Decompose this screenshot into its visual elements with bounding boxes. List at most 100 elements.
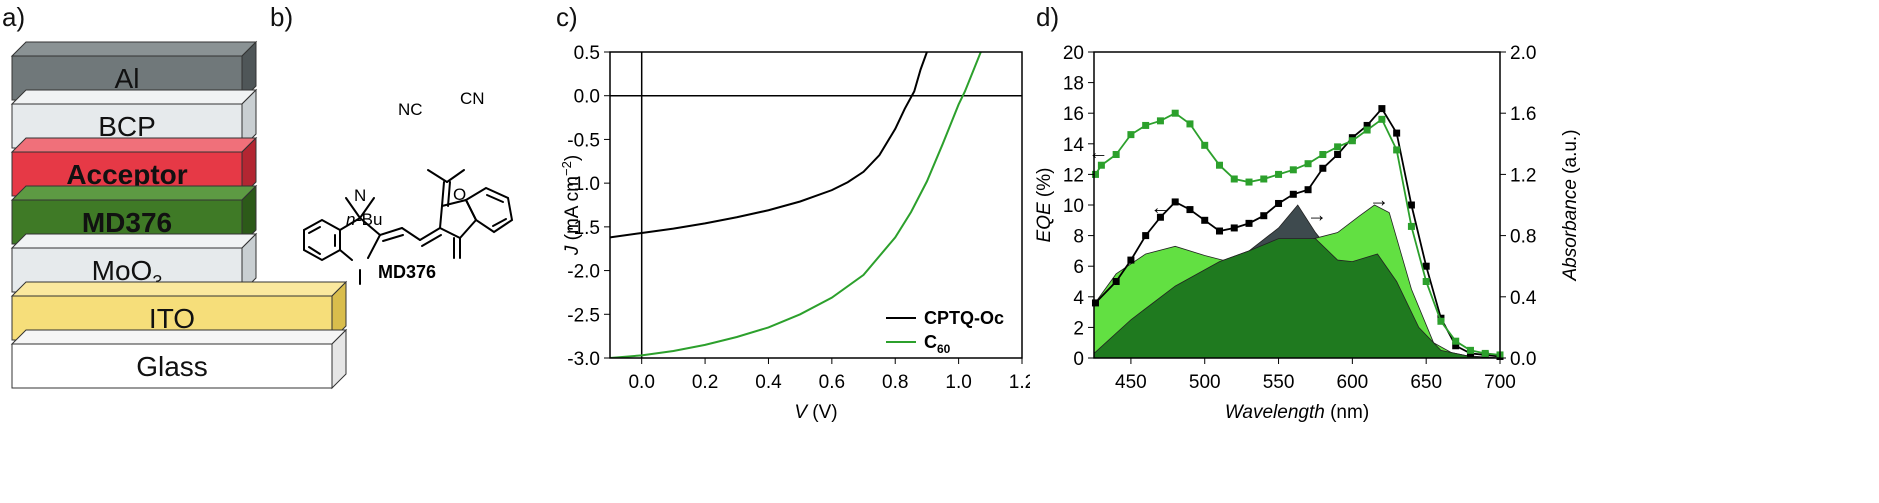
y-tick-label: 12 xyxy=(1063,165,1084,186)
device-stack-diagram: AlBCPAcceptorMD376MoO3ITOGlass xyxy=(10,40,348,390)
y2-axis-label: Absorbance (a.u.) xyxy=(1560,129,1581,281)
eqe-data-point xyxy=(1245,178,1253,186)
panel-label-d: d) xyxy=(1036,2,1060,32)
y-tick-label: 2 xyxy=(1073,318,1084,339)
y-tick-label: 6 xyxy=(1073,257,1084,278)
eqe-data-point xyxy=(1437,317,1445,325)
eqe-data-point xyxy=(1334,143,1342,151)
md376-molecule-structure: NC CN O N n -Bu MD376 xyxy=(303,89,514,285)
y-axis-label: J (mA cm−2) xyxy=(560,155,583,256)
legend-label: C60 xyxy=(924,332,951,356)
layer-al: Al xyxy=(10,40,258,102)
eqe-data-point xyxy=(1393,146,1401,154)
absorbance-area-2 xyxy=(1094,238,1500,358)
eqe-data-point xyxy=(1363,126,1371,134)
layer-top-face xyxy=(10,41,258,57)
layer-top-face xyxy=(10,233,258,249)
eqe-data-point xyxy=(1127,131,1135,139)
layer-label: Glass xyxy=(136,351,208,382)
layer-label: Al xyxy=(115,63,140,94)
x-tick-label: 650 xyxy=(1410,372,1442,393)
y-tick-label: -1.5 xyxy=(567,218,600,239)
y-tick-label: 0 xyxy=(1073,349,1084,370)
eqe-data-point xyxy=(1466,346,1474,354)
eqe-data-point xyxy=(1275,199,1283,207)
eqe-data-point xyxy=(1171,109,1179,117)
y-tick-label: -0.5 xyxy=(567,130,600,151)
direction-arrow-annotation: ← xyxy=(1088,142,1108,164)
x-tick-label: 0.4 xyxy=(755,372,782,393)
eqe-data-point xyxy=(1171,198,1179,206)
eqe-data-point xyxy=(1186,206,1194,214)
eqe-data-point xyxy=(1245,219,1253,227)
eqe-data-point xyxy=(1422,278,1430,285)
molecule-name: MD376 xyxy=(378,262,436,282)
direction-arrow-annotation: ← xyxy=(1150,197,1170,219)
direction-arrow-annotation: → xyxy=(1307,205,1327,227)
y2-tick-label: 0.4 xyxy=(1510,288,1537,309)
eqe-data-point xyxy=(1481,349,1489,357)
y-tick-label: -1.0 xyxy=(567,174,600,195)
eqe-data-point xyxy=(1304,160,1312,168)
eqe-data-point xyxy=(1289,190,1297,198)
eqe-data-point xyxy=(1260,212,1268,220)
eqe-data-point xyxy=(1407,222,1415,230)
eqe-data-point xyxy=(1230,224,1238,232)
y2-tick-label: 0.0 xyxy=(1510,349,1536,370)
y-tick-label: -2.5 xyxy=(567,305,600,326)
eqe-data-point xyxy=(1097,161,1105,169)
eqe-data-point xyxy=(1304,186,1312,194)
x-tick-label: 700 xyxy=(1484,372,1516,393)
eqe-data-point xyxy=(1275,170,1283,178)
x-tick-label: 0.8 xyxy=(882,372,908,393)
butyl-prefix: n xyxy=(346,210,355,229)
x-tick-label: 1.0 xyxy=(945,372,971,393)
eqe-data-point xyxy=(1289,166,1297,174)
panel-label-c: c) xyxy=(556,2,578,32)
eqe-data-point xyxy=(1363,121,1371,129)
y2-tick-label: 2.0 xyxy=(1510,43,1536,64)
y2-tick-label: 1.6 xyxy=(1510,104,1536,125)
eqe-data-point xyxy=(1348,137,1356,145)
eqe-data-point xyxy=(1112,278,1120,285)
layer-front-face xyxy=(11,343,333,389)
eqe-data-point xyxy=(1091,299,1099,307)
eqe-data-point xyxy=(1127,256,1135,264)
y-tick-label: 0.5 xyxy=(574,43,600,64)
y-tick-label: 10 xyxy=(1063,196,1084,217)
legend-label: CPTQ-Oc xyxy=(924,308,1004,328)
layer-label: ITO xyxy=(149,303,195,334)
eqe-data-point xyxy=(1186,120,1194,128)
eqe-data-point xyxy=(1156,117,1164,125)
cn-label: CN xyxy=(460,89,485,108)
y-tick-label: 4 xyxy=(1073,288,1084,309)
y-tick-label: 14 xyxy=(1063,135,1085,156)
layer-glass: Glass xyxy=(10,328,348,390)
eqe-series-line-0 xyxy=(1094,107,1500,358)
eqe-absorbance-chart: 450 500 550 600 650 700 0 2 4 6 8 10 12 14 16 18 20 0.0 0.… xyxy=(1036,43,1581,423)
y-axis-label: EQE (%) xyxy=(1036,168,1055,243)
eqe-data-point xyxy=(1142,121,1150,129)
y2-tick-label: 0.8 xyxy=(1510,227,1536,248)
x-tick-label: 1.2 xyxy=(1009,372,1030,393)
eqe-data-point xyxy=(1230,175,1238,183)
x-tick-label: 0.2 xyxy=(692,372,718,393)
eqe-data-point xyxy=(1393,129,1401,137)
x-tick-label: 550 xyxy=(1263,372,1295,393)
y-tick-label: -2.0 xyxy=(567,262,600,283)
nc-label: NC xyxy=(398,100,423,119)
layer-top-face xyxy=(10,185,258,201)
x-tick-label: 450 xyxy=(1115,372,1147,393)
oxygen-label: O xyxy=(453,185,466,204)
eqe-data-point xyxy=(1407,201,1415,209)
x-tick-label: 600 xyxy=(1337,372,1369,393)
layer-label: MD376 xyxy=(82,207,172,238)
x-axis-label: V (V) xyxy=(794,402,837,423)
x-axis-label: Wavelength (nm) xyxy=(1225,402,1369,423)
nitrogen-label: N xyxy=(354,186,366,205)
eqe-data-point xyxy=(1260,175,1268,183)
eqe-data-point xyxy=(1378,105,1386,113)
panel-label-b: b) xyxy=(270,2,294,32)
eqe-data-point xyxy=(1422,262,1430,270)
eqe-data-point xyxy=(1156,213,1164,221)
